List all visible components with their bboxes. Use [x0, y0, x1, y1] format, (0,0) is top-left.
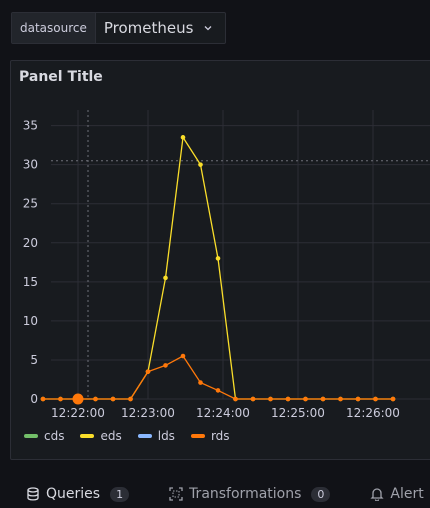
data-point-rds [215, 388, 221, 393]
tab-label: Queries [46, 486, 101, 502]
tab-counter: 0 [311, 486, 331, 502]
chevron-down-icon [205, 26, 212, 31]
data-point-rds [40, 396, 46, 402]
y-tick-label: 35 [23, 119, 38, 133]
data-point-rds [110, 396, 116, 402]
legend-label: cds [44, 429, 65, 443]
legend: cds eds lds rds [24, 429, 230, 443]
data-point-rds [338, 396, 343, 402]
data-point-rds [58, 396, 63, 402]
x-tick-label: 12:24:00 [196, 406, 250, 420]
legend-swatch [137, 434, 152, 438]
data-point-rds [268, 396, 273, 402]
transform-icon [169, 487, 183, 501]
database-icon [27, 487, 39, 501]
data-point-rds [128, 396, 133, 402]
data-point-rds [163, 363, 168, 368]
panel: Panel Title 0 5 10 15 20 25 30 35 12:22:00 12:23:… [10, 60, 430, 460]
legend-swatch [80, 434, 95, 438]
legend-label: eds [100, 429, 122, 443]
y-tick-label: 15 [23, 275, 38, 289]
tab-queries[interactable]: Queries 1 [0, 480, 143, 508]
data-point-rds [93, 396, 98, 402]
legend-item-lds[interactable]: lds [137, 429, 175, 443]
y-tick-label: 5 [30, 353, 38, 367]
data-point-rds [250, 396, 256, 402]
y-tick-label: 20 [23, 236, 38, 250]
tab-alert[interactable]: Alert [344, 480, 430, 508]
y-tick-label: 10 [23, 314, 38, 328]
data-point-rds [198, 380, 203, 385]
y-tick-label: 30 [23, 158, 38, 172]
x-tick-label: 12:23:00 [121, 406, 175, 420]
panel-title[interactable]: Panel Title [19, 69, 103, 85]
y-tick-label: 25 [23, 197, 38, 211]
data-point-rds [233, 396, 238, 402]
legend-swatch [24, 434, 38, 438]
data-point-rds [180, 353, 186, 359]
datasource-value: Prometheus [103, 19, 194, 37]
timeseries-chart[interactable]: 0 5 10 15 20 25 30 35 12:22:00 12:23:00 12:24:00 12… [11, 61, 430, 421]
datasource-picker[interactable]: datasource Prometheus [11, 12, 227, 44]
hover-point [72, 393, 84, 405]
data-point-rds [355, 396, 361, 402]
legend-item-rds[interactable]: rds [190, 429, 230, 443]
datasource-select[interactable]: Prometheus [96, 13, 226, 43]
tab-counter: 1 [110, 486, 130, 502]
legend-label: rds [210, 429, 230, 443]
x-tick-label: 12:26:00 [346, 406, 400, 420]
legend-label: lds [157, 429, 175, 443]
tab-label: Transformations [189, 486, 302, 502]
data-point-eds [163, 275, 168, 281]
tab-transformations[interactable]: Transformations 0 [143, 480, 344, 508]
data-point-rds [320, 396, 326, 402]
tab-label: Alert [390, 486, 424, 502]
data-point-eds [180, 135, 186, 140]
legend-item-eds[interactable]: eds [80, 429, 122, 443]
x-tick-label: 12:22:00 [51, 406, 105, 420]
data-point-rds [303, 396, 308, 402]
x-tick-label: 12:25:00 [271, 406, 325, 420]
data-point-rds [373, 396, 378, 402]
y-tick-label: 0 [30, 392, 38, 406]
data-point-rds [390, 396, 396, 402]
legend-item-cds[interactable]: cds [24, 429, 64, 443]
data-point-rds [145, 369, 151, 374]
data-point-eds [198, 162, 203, 167]
data-point-rds [285, 396, 291, 402]
legend-swatch [190, 434, 205, 438]
editor-tabs: Queries 1 Transformations 0 Alert [0, 480, 430, 508]
datasource-label: datasource [12, 13, 96, 43]
data-point-eds [215, 256, 221, 261]
bell-icon [370, 488, 384, 501]
